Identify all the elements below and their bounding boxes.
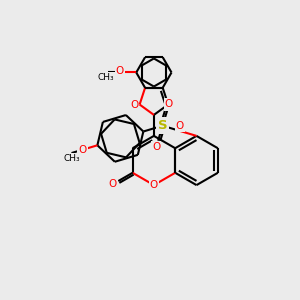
Text: O: O (150, 180, 158, 190)
Text: O: O (109, 179, 117, 189)
Text: CH₃: CH₃ (63, 154, 80, 163)
Text: O: O (78, 145, 86, 154)
Text: CH₃: CH₃ (98, 74, 115, 82)
Text: O: O (152, 142, 160, 152)
Text: O: O (130, 100, 138, 110)
Text: S: S (158, 119, 167, 132)
Text: O: O (176, 122, 184, 131)
Text: O: O (116, 66, 124, 76)
Text: O: O (165, 100, 173, 110)
